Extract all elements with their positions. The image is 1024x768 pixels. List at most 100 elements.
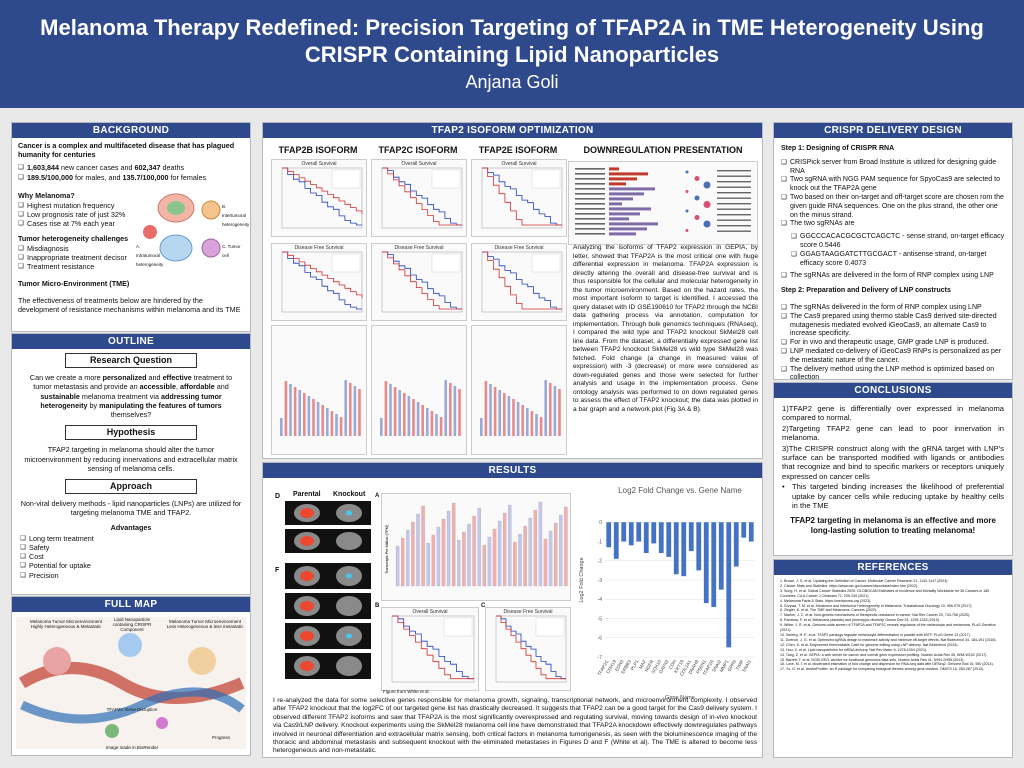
go-network-label	[717, 186, 751, 188]
go-term-label	[575, 223, 605, 225]
tpm-box	[548, 530, 553, 587]
expression-box	[344, 380, 347, 436]
luminescence-signal	[346, 573, 352, 579]
y-tick-label: -2	[598, 559, 603, 565]
expression-box	[503, 393, 506, 436]
title-line-1: Melanoma Therapy Redefined: Precision Ta…	[40, 15, 984, 40]
expression-box	[303, 393, 306, 436]
survival-legend	[535, 617, 565, 637]
results-panel: RESULTS D Parental Knockout F A Transcri…	[262, 462, 763, 758]
heterogeneity-illustration	[143, 193, 221, 262]
low-expression-curve	[382, 251, 462, 310]
expression-box	[326, 408, 329, 436]
expression-box	[293, 387, 297, 436]
tpm-box	[502, 512, 507, 587]
go-node	[694, 176, 700, 181]
fullmap-credit: Image made in BioRender	[105, 745, 159, 750]
tpm-box	[457, 539, 461, 587]
stat-item: 1,603,844 new cancer cases and 602,347 d…	[18, 163, 244, 172]
tpm-box	[462, 531, 466, 587]
y-tick-label: -5	[598, 616, 603, 622]
reference-item: 2. Cancer Stats and Statistics. https://…	[780, 583, 919, 588]
survival-plot-title: Disease Free Survival	[494, 245, 544, 251]
y-tick-label: -4	[598, 597, 603, 603]
go-term-bar	[609, 227, 647, 231]
tpm-box	[406, 529, 410, 587]
survival-curves	[481, 167, 563, 229]
conclusions-panel: CONCLUSIONS 1)TFAP2 gene is differential…	[773, 382, 1013, 556]
expression-box	[407, 396, 411, 436]
x-tick-label: CDH	[668, 659, 677, 670]
background-intro: Cancer is a complex and multifaceted dis…	[18, 141, 235, 160]
go-network-label	[717, 208, 751, 210]
bar-NGFR	[651, 522, 657, 544]
reference-item: 8. Rambow, F. et al. Melanoma plasticity…	[780, 618, 940, 623]
bar-ERBB3	[628, 522, 634, 546]
survival-plot: Disease Free Survival	[471, 243, 567, 321]
go-node	[685, 209, 689, 213]
luminescence-signal	[300, 601, 314, 611]
bar-GAP43	[666, 522, 672, 557]
go-term-bar	[609, 187, 655, 191]
expression-box	[480, 418, 483, 436]
y-tick-label: -6	[598, 636, 603, 642]
tpm-box	[421, 505, 425, 587]
step2-item: The delivery method using the LNP method…	[781, 366, 1005, 379]
luminescence-signal	[300, 571, 314, 581]
tpm-box	[492, 528, 497, 587]
fullmap-label-progress: Progress	[212, 735, 231, 740]
tumor-list: MisdiagnosisInappropriate treatment deci…	[18, 244, 136, 272]
expression-box	[430, 411, 434, 436]
conclusion-1: 1)TFAP2 gene is differentially over expr…	[782, 404, 1004, 423]
bar-CDH	[673, 522, 679, 575]
expression-box	[312, 399, 315, 436]
low-expression-curve	[282, 167, 362, 226]
step1-item: CRISPick server from Broad Institute is …	[781, 159, 1005, 177]
crispr-heading: CRISPR DELIVERY DESIGN	[774, 123, 1012, 138]
x-tick-label: KRT19	[673, 659, 685, 674]
bar-TFAP2C	[606, 522, 612, 548]
luminescence-signal	[300, 661, 314, 671]
reference-item: 10. Seberg, H. E. et al. TFAP2 paralogs …	[780, 632, 971, 637]
step2-item: LNP mediated co-delivery of iGeoCas9 RNP…	[781, 348, 1005, 366]
expression-box	[449, 383, 452, 436]
go-node	[694, 215, 700, 220]
bar-TIMP	[741, 522, 747, 538]
expression-box	[289, 384, 292, 436]
tpm-box	[441, 518, 446, 587]
expression-box	[553, 386, 557, 436]
go-term-bar	[609, 167, 619, 171]
go-network-label	[717, 230, 751, 232]
step1-item: The two sgRNAs are	[781, 220, 1005, 229]
go-term-label	[575, 198, 605, 200]
bioluminescence-images	[285, 501, 371, 679]
high-expression-curve	[496, 615, 566, 680]
luminescence-signal	[300, 631, 314, 641]
tpm-box	[467, 523, 471, 587]
x-tick-label: GPR6	[727, 659, 738, 673]
go-term-label	[575, 173, 605, 175]
expression-box	[403, 393, 406, 436]
tpm-box	[477, 507, 481, 587]
go-term-label	[575, 193, 605, 195]
tpm-box	[446, 510, 451, 587]
poster-title: Melanoma Therapy Redefined: Precision Ta…	[0, 0, 1024, 68]
expression-box	[484, 381, 488, 436]
luminescence-signal	[300, 536, 314, 546]
go-term-label	[575, 218, 605, 220]
conclusion-2: 2)Targeting TFAP2 gene can lead to poor …	[782, 423, 1004, 443]
go-term-label	[575, 213, 605, 215]
go-network-label	[717, 170, 751, 172]
high-expression-curve	[282, 167, 363, 215]
survival-plot-title: Disease Free Survival	[394, 245, 444, 251]
survival-legend	[431, 169, 461, 189]
reference-item: 11. Doench, J. G. et al. Optimized sgRNA…	[780, 637, 997, 642]
references-list: 1. Brown, J. S. et al. Updating the Defi…	[774, 575, 1012, 676]
references-heading: REFERENCES	[774, 560, 1012, 575]
results-tag-b: B	[375, 603, 380, 609]
go-node	[685, 229, 689, 232]
high-expression-curve	[282, 251, 363, 299]
luminescence-signal	[346, 633, 352, 639]
x-tick-label: EDN3	[614, 659, 625, 672]
step2-title: Step 2: Preparation and Delivery of LNP …	[781, 287, 951, 295]
